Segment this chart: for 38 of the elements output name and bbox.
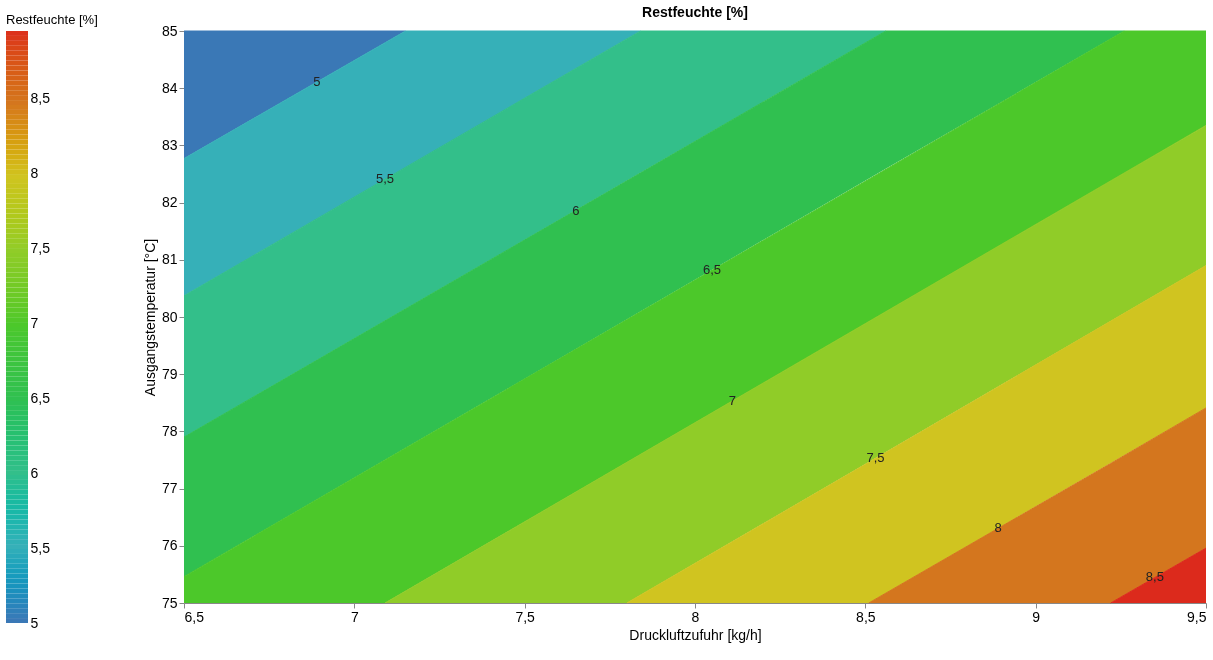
x-tick-label: 7 bbox=[350, 608, 359, 625]
y-tick-label: 83 bbox=[161, 136, 178, 153]
annotation: 7 bbox=[728, 393, 737, 409]
color-bar-label: 5 bbox=[30, 614, 39, 631]
color-bar-title: Restfeuchte [%] bbox=[6, 12, 98, 27]
y-tick-label: 78 bbox=[161, 422, 178, 439]
annotation: 6 bbox=[572, 202, 580, 218]
color-bar-label: 7,5 bbox=[30, 239, 51, 256]
annotation: 7,5 bbox=[866, 450, 885, 466]
annotation: 5,5 bbox=[375, 171, 395, 187]
y-tick-label: 75 bbox=[161, 594, 178, 611]
y-tick-label: 77 bbox=[161, 480, 178, 497]
color-bar-label: 5,5 bbox=[30, 539, 51, 556]
y-tick-label: 76 bbox=[161, 537, 178, 554]
x-axis-title: Druckluftzufuhr [kg/h] bbox=[629, 626, 762, 643]
annotation: 6,5 bbox=[702, 262, 722, 278]
annotation: 8 bbox=[994, 520, 1002, 536]
annotation: 8,5 bbox=[1145, 569, 1164, 585]
y-tick-label: 80 bbox=[161, 308, 178, 325]
color-bar-label: 8,5 bbox=[30, 89, 51, 106]
color-bar-label: 8 bbox=[30, 164, 39, 181]
x-tick-label: 7,5 bbox=[515, 608, 536, 625]
color-bar-label: 6,5 bbox=[30, 389, 51, 406]
x-tick-label: 8,5 bbox=[856, 608, 876, 625]
annotation: 5 bbox=[313, 73, 321, 89]
y-tick-label: 85 bbox=[161, 22, 178, 39]
color-bar-label: 7 bbox=[30, 314, 39, 331]
chart-title: Restfeuchte [%] bbox=[642, 4, 748, 20]
x-tick-label: 9 bbox=[1032, 608, 1041, 625]
y-tick-label: 79 bbox=[161, 365, 178, 382]
x-tick-label: 8 bbox=[691, 608, 700, 625]
y-tick-label: 84 bbox=[161, 79, 178, 96]
y-tick-label: 81 bbox=[161, 251, 178, 268]
y-tick-label: 82 bbox=[161, 194, 178, 211]
x-tick-label: 6,5 bbox=[184, 608, 205, 625]
x-tick-label: 9,5 bbox=[1187, 608, 1207, 625]
y-axis-title: Ausgangstemperatur [°C] bbox=[141, 238, 158, 397]
color-bar-label: 6 bbox=[30, 464, 39, 481]
